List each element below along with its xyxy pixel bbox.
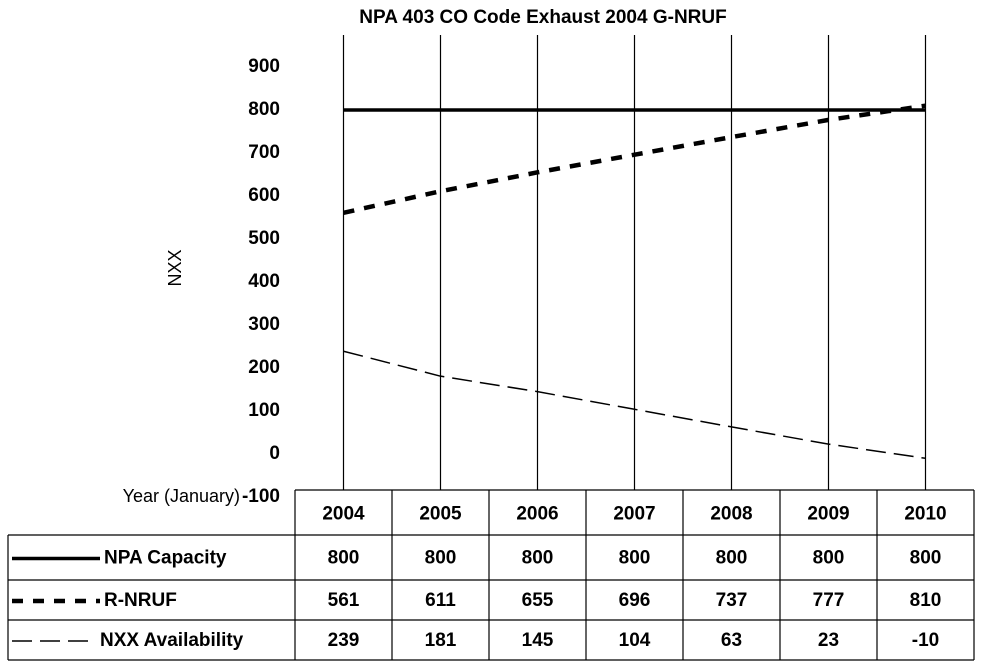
y-axis-label: NXX xyxy=(165,249,185,286)
table-value: 737 xyxy=(716,590,748,611)
y-tick-label: 700 xyxy=(248,142,280,163)
table-value: 611 xyxy=(425,590,456,611)
table-value: 181 xyxy=(425,630,457,651)
table-value: 696 xyxy=(619,590,651,611)
y-tick-label: 600 xyxy=(248,185,280,206)
legend-label: R-NRUF xyxy=(104,590,177,611)
x-tick-label: 2006 xyxy=(516,504,558,525)
table-value: 800 xyxy=(425,548,457,569)
y-tick-label: 900 xyxy=(248,56,280,77)
x-tick-label: 2009 xyxy=(807,504,849,525)
table-value: 800 xyxy=(619,548,651,569)
table-value: 800 xyxy=(328,548,360,569)
table-value: 810 xyxy=(910,590,942,611)
y-tick-label: -100 xyxy=(242,486,280,507)
chart-title: NPA 403 CO Code Exhaust 2004 G-NRUF xyxy=(359,7,726,28)
table-value: 561 xyxy=(328,590,360,611)
x-tick-label: 2007 xyxy=(613,504,655,525)
table-value: 800 xyxy=(716,548,748,569)
y-tick-label: 800 xyxy=(248,99,280,120)
table-value: 239 xyxy=(328,630,360,651)
x-tick-label: 2005 xyxy=(419,504,462,525)
series-line xyxy=(343,103,926,215)
series-line xyxy=(343,350,926,460)
table-value: 800 xyxy=(813,548,845,569)
table-value: 63 xyxy=(721,630,742,651)
table-value: 655 xyxy=(522,590,554,611)
x-axis-label: Year (January) xyxy=(123,486,240,506)
legend-label: NPA Capacity xyxy=(104,548,227,569)
y-tick-label: 100 xyxy=(248,400,280,421)
x-tick-label: 2008 xyxy=(710,504,752,525)
y-tick-label: 200 xyxy=(248,357,280,378)
y-tick-label: 0 xyxy=(269,443,280,464)
table-value: 800 xyxy=(522,548,554,569)
x-tick-label: 2010 xyxy=(904,504,946,525)
table-value: -10 xyxy=(912,630,939,651)
y-tick-label: 500 xyxy=(248,228,280,249)
y-tick-label: 400 xyxy=(248,271,280,292)
legend-label: NXX Availability xyxy=(100,630,244,651)
y-tick-label: 300 xyxy=(248,314,280,335)
table-value: 777 xyxy=(813,590,845,611)
table-value: 145 xyxy=(522,630,554,651)
table-value: 104 xyxy=(619,630,651,651)
table-value: 800 xyxy=(910,548,942,569)
x-tick-label: 2004 xyxy=(322,504,365,525)
table-value: 23 xyxy=(818,630,839,651)
